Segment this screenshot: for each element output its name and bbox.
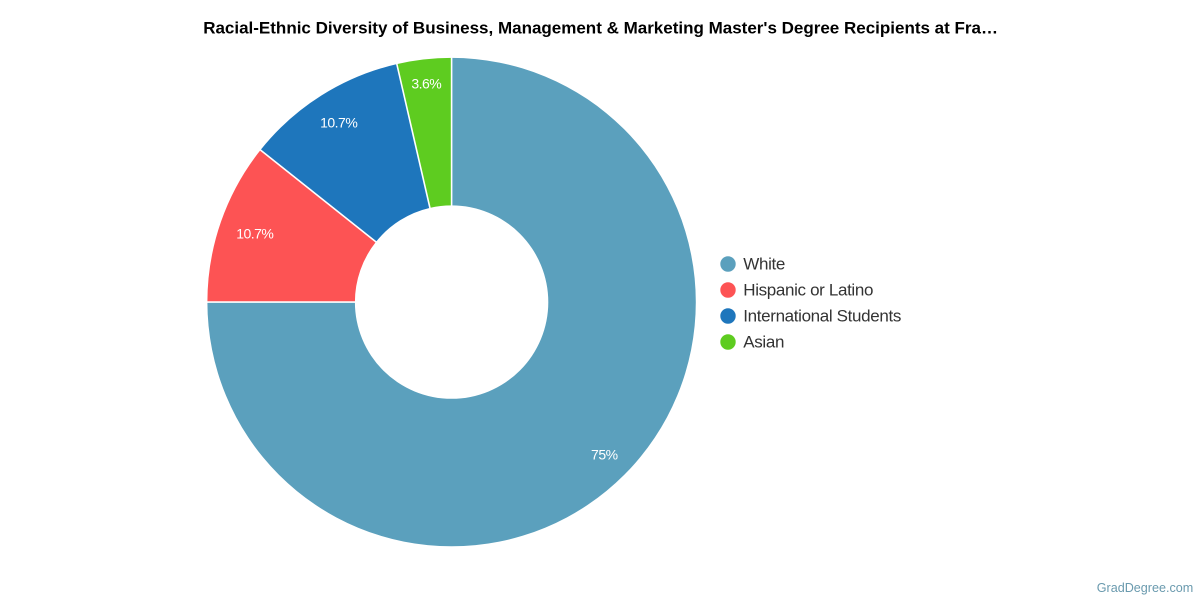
svg-text:3.6%: 3.6% <box>411 76 441 92</box>
svg-text:Hispanic or Latino: Hispanic or Latino <box>743 280 873 299</box>
svg-text:10.7%: 10.7% <box>320 114 357 130</box>
svg-text:International Students: International Students <box>743 306 901 325</box>
svg-text:Asian: Asian <box>743 332 784 351</box>
svg-text:Racial-Ethnic Diversity of Bus: Racial-Ethnic Diversity of Business, Man… <box>203 19 998 38</box>
svg-text:GradDegree.com: GradDegree.com <box>1097 581 1194 595</box>
svg-text:White: White <box>743 254 785 273</box>
svg-text:75%: 75% <box>591 446 618 462</box>
svg-text:10.7%: 10.7% <box>236 226 273 242</box>
